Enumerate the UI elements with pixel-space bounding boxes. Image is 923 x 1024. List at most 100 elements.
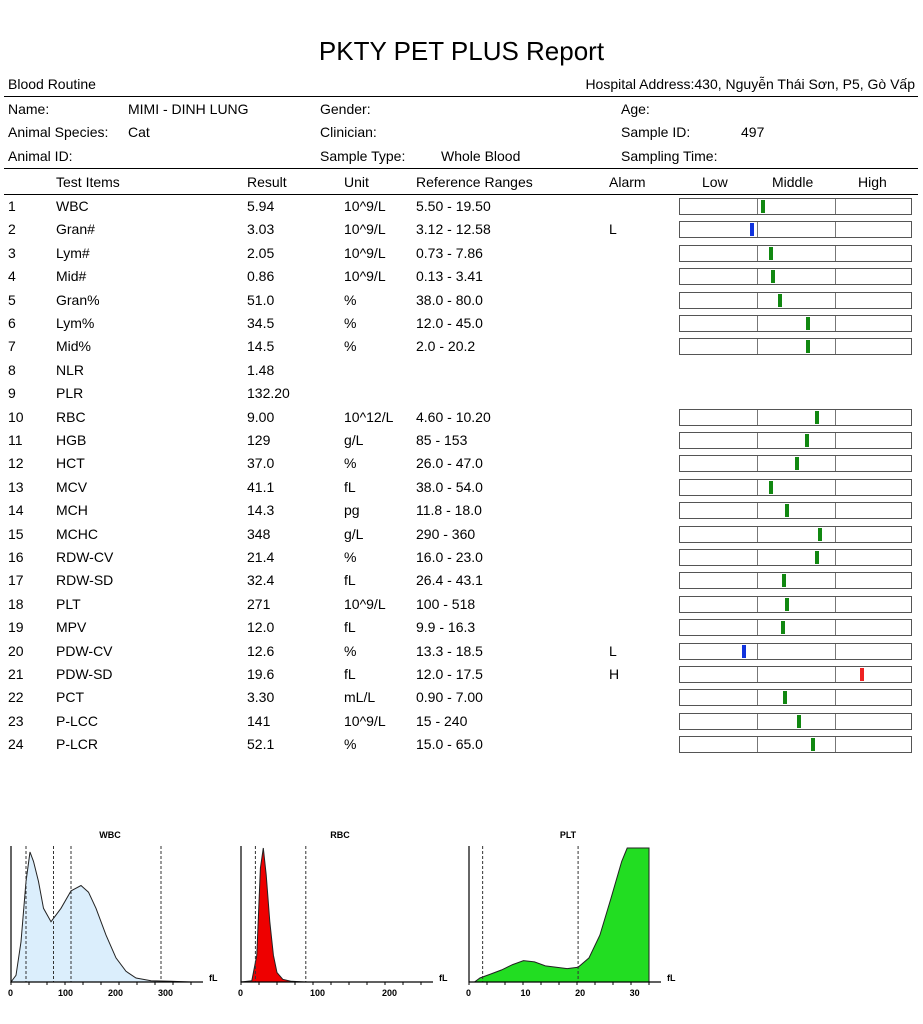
row-number: 1: [8, 198, 16, 214]
reference-range: 26.4 - 43.1: [416, 572, 483, 589]
result-value: 21.4: [247, 549, 275, 565]
reference-range: 15.0 - 65.0: [416, 736, 483, 753]
tick-label: 100: [310, 988, 325, 998]
range-bar: [679, 408, 912, 426]
header-test-items: Test Items: [56, 174, 120, 190]
wbc-histogram: WBC 0 100 200 300 fL: [8, 830, 218, 998]
age-label: Age:: [621, 101, 650, 117]
range-marker: [771, 270, 776, 284]
test-item: Mid#: [56, 268, 87, 285]
result-value: 0.86: [247, 268, 275, 285]
range-bar: [679, 221, 912, 239]
tick-label: 300: [158, 988, 173, 998]
tick-label: 30: [630, 988, 640, 998]
table-row: 7 Mid% 14.5% 2.0 - 20.2: [0, 336, 923, 359]
range-bar: [679, 689, 912, 707]
row-number: 24: [8, 736, 24, 753]
row-number: 14: [8, 502, 24, 519]
range-marker: [785, 597, 790, 611]
unit: fL: [344, 478, 356, 495]
table-row: 17 RDW-SD 32.4 fL 26.4 - 43.1: [0, 570, 923, 593]
header-high: High: [858, 174, 887, 190]
range-marker: [778, 293, 783, 307]
sample-type-value: Whole Blood: [441, 148, 521, 164]
row-number: 5: [8, 291, 16, 308]
hospital-address: Hospital Address:430, Nguyễn Thái Sơn, P…: [585, 76, 915, 92]
result-value: 37.0: [247, 455, 275, 472]
row-number: 20: [8, 642, 24, 659]
result-value: 14.5: [247, 338, 275, 355]
reference-range: 0.13 - 3.41: [416, 268, 483, 285]
unit: %: [344, 736, 357, 753]
test-item: Lym#: [56, 244, 90, 261]
result-value: 12.0: [247, 619, 275, 636]
unit: 10^9/L: [344, 198, 386, 214]
test-item: Gran%: [56, 291, 100, 308]
result-value: 3.30: [247, 689, 275, 706]
result-value: 5.94: [247, 198, 275, 214]
reference-range: 15 - 240: [416, 712, 468, 729]
row-number: 9: [8, 385, 16, 402]
range-bar: [679, 712, 912, 730]
table-row: 3 Lym# 2.05 10^9/L 0.73 - 7.86: [0, 243, 923, 266]
test-item: PLT: [56, 595, 81, 612]
sample-id-value: 497: [741, 124, 765, 140]
unit: %: [344, 642, 357, 659]
row-number: 16: [8, 549, 24, 565]
range-marker: [817, 527, 822, 541]
unit: 10^9/L: [344, 244, 386, 261]
range-bar: [679, 619, 912, 637]
range-bar: [679, 642, 912, 660]
range-marker: [750, 223, 755, 237]
range-marker: [768, 246, 773, 260]
result-value: 32.4: [247, 572, 275, 589]
table-row: 12 HCT 37.0% 26.0 - 47.0: [0, 453, 923, 476]
range-bar: [679, 455, 912, 473]
test-item: MPV: [56, 619, 87, 636]
unit-label: fL: [209, 973, 218, 983]
table-row: 5 Gran% 51.0% 38.0 - 80.0: [0, 290, 923, 313]
range-bar: [679, 291, 912, 309]
unit: mL/L: [344, 689, 376, 706]
alarm-flag: L: [609, 642, 617, 659]
result-value: 271: [247, 595, 271, 612]
row-number: 17: [8, 572, 24, 589]
unit: fL: [344, 619, 356, 636]
range-bar: [679, 525, 912, 543]
row-number: 21: [8, 666, 24, 682]
range-bar: [679, 666, 912, 683]
reference-range: 13.3 - 18.5: [416, 642, 483, 659]
sample-type-label: Sample Type:: [320, 148, 406, 164]
result-value: 51.0: [247, 291, 275, 308]
header-alarm: Alarm: [609, 174, 646, 190]
test-item: MCV: [56, 478, 88, 495]
table-row: 18 PLT 271 10^9/L 100 - 518: [0, 594, 923, 617]
row-number: 6: [8, 315, 16, 331]
range-marker: [780, 621, 785, 635]
row-number: 4: [8, 268, 16, 285]
clinician-label: Clinician:: [320, 124, 377, 140]
result-value: 34.5: [247, 315, 275, 331]
table-row: 20 PDW-CV 12.6% 13.3 - 18.5 L: [0, 641, 923, 664]
tick-label: 10: [521, 988, 531, 998]
reference-range: 12.0 - 17.5: [416, 666, 483, 682]
result-value: 129: [247, 432, 271, 448]
unit: fL: [344, 666, 356, 682]
row-number: 18: [8, 595, 24, 612]
test-item: Mid%: [56, 338, 92, 355]
range-marker: [781, 574, 786, 588]
reference-range: 38.0 - 80.0: [416, 291, 483, 308]
range-marker: [785, 504, 790, 518]
range-marker: [815, 410, 820, 424]
range-bar: [679, 478, 912, 496]
table-row: 2 Gran# 3.03 10^9/L 3.12 - 12.58 L: [0, 219, 923, 242]
divider: [4, 96, 918, 97]
reference-range: 3.12 - 12.58: [416, 221, 491, 238]
row-number: 7: [8, 338, 16, 355]
reference-range: 12.0 - 45.0: [416, 315, 483, 331]
header-unit: Unit: [344, 174, 369, 190]
test-item: NLR: [56, 361, 85, 378]
test-item: MCHC: [56, 525, 98, 542]
result-value: 348: [247, 525, 271, 542]
section-title: Blood Routine: [8, 76, 96, 92]
